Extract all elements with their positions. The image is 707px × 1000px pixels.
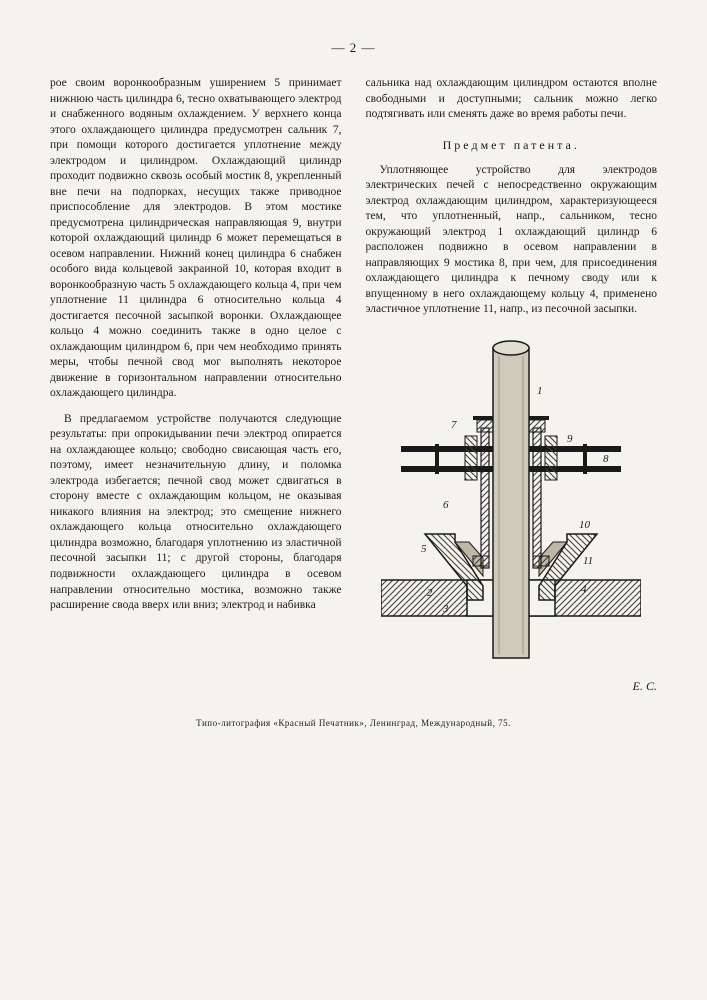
fig-label-1: 1 bbox=[537, 385, 543, 397]
fig-label-11: 11 bbox=[583, 555, 593, 567]
fig-label-4: 4 bbox=[581, 583, 587, 595]
fig-label-6: 6 bbox=[443, 499, 449, 511]
right-p2: Уплотняющее устройство для электродов эл… bbox=[366, 163, 658, 318]
right-column: сальника над охлаждающим цилиндром остаю… bbox=[366, 76, 658, 694]
fig-label-7: 7 bbox=[451, 419, 457, 431]
author-initials: Е. С. bbox=[366, 678, 658, 694]
fig-label-10: 10 bbox=[579, 519, 591, 531]
fig-label-5: 5 bbox=[421, 543, 427, 555]
fig-label-9: 9 bbox=[567, 433, 573, 445]
left-column: рое своим воронкообразным уширением 5 пр… bbox=[50, 76, 342, 694]
fig-label-8: 8 bbox=[603, 453, 609, 465]
fig-label-3: 3 bbox=[442, 603, 449, 615]
fig-label-2: 2 bbox=[427, 587, 433, 599]
two-column-layout: рое своим воронкообразным уширением 5 пр… bbox=[50, 76, 657, 694]
right-p1: сальника над охлаждающим цилиндром остаю… bbox=[366, 76, 658, 123]
left-p1: рое своим воронкообразным уширением 5 пр… bbox=[50, 76, 342, 402]
left-p2: В предлагаемом устройстве получаются сле… bbox=[50, 412, 342, 614]
page-number: — 2 — bbox=[50, 40, 657, 56]
patent-subject-title: Предмет патента. bbox=[366, 137, 658, 153]
printer-footer: Типо-литография «Красный Печатник», Лени… bbox=[50, 718, 657, 728]
patent-figure: 1 7 9 8 6 10 5 11 4 2 3 bbox=[381, 328, 641, 668]
